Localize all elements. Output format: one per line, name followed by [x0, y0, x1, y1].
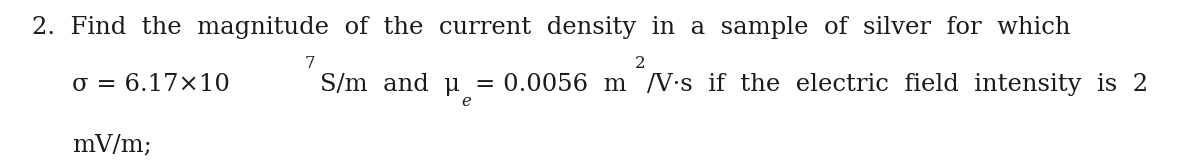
Text: = 0.0056  m: = 0.0056 m	[475, 73, 626, 96]
Text: 2.  Find  the  magnitude  of  the  current  density  in  a  sample  of  silver  : 2. Find the magnitude of the current den…	[32, 16, 1070, 39]
Text: 7: 7	[305, 55, 314, 72]
Text: S/m  and  μ: S/m and μ	[320, 73, 461, 96]
Text: σ = 6.17×10: σ = 6.17×10	[72, 73, 230, 96]
Text: /V·s  if  the  electric  field  intensity  is  2: /V·s if the electric field intensity is …	[647, 73, 1148, 96]
Text: 2: 2	[635, 55, 646, 72]
Text: mV/m;: mV/m;	[72, 133, 152, 156]
Text: e: e	[461, 93, 470, 110]
